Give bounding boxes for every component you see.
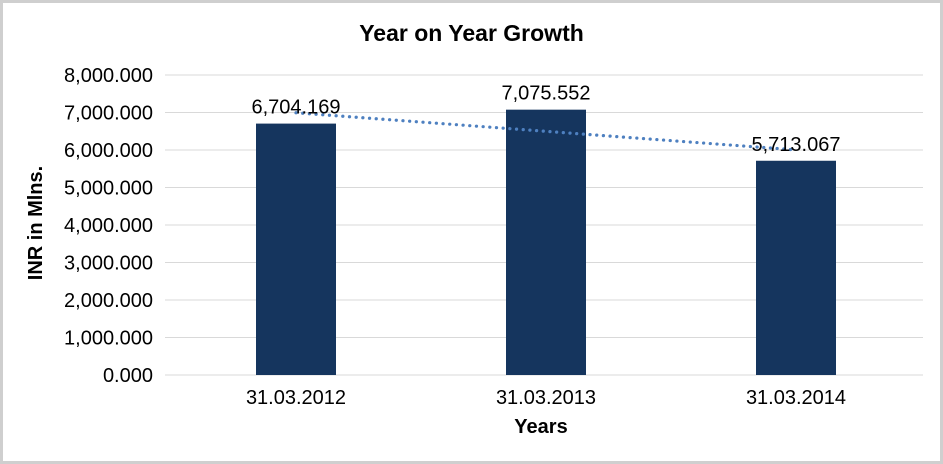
y-tick-label: 3,000.000	[64, 253, 153, 275]
bar	[756, 160, 836, 375]
y-tick-label: 6,000.000	[64, 140, 153, 162]
y-tick-label: 1,000.000	[64, 328, 153, 350]
data-label: 5,713.067	[752, 134, 841, 156]
chart-title: Year on Year Growth	[359, 20, 584, 46]
y-tick-label: 2,000.000	[64, 290, 153, 312]
y-tick-label: 0.000	[103, 365, 153, 387]
category-label: 31.03.2014	[746, 387, 846, 409]
bar	[256, 123, 336, 376]
bar	[506, 109, 586, 375]
data-label: 6,704.169	[252, 97, 341, 119]
category-label: 31.03.2013	[496, 387, 596, 409]
data-label: 7,075.552	[502, 83, 591, 105]
y-tick-label: 8,000.000	[64, 65, 153, 87]
y-tick-label: 5,000.000	[64, 178, 153, 200]
plot-area: 0.000 1,000.000 2,000.000 3,000.000 4,000.00…	[64, 65, 923, 409]
category-label: 31.03.2012	[246, 387, 346, 409]
y-tick-label: 7,000.000	[64, 103, 153, 125]
x-axis-title: Years	[514, 416, 568, 438]
y-tick-label: 4,000.000	[64, 215, 153, 237]
